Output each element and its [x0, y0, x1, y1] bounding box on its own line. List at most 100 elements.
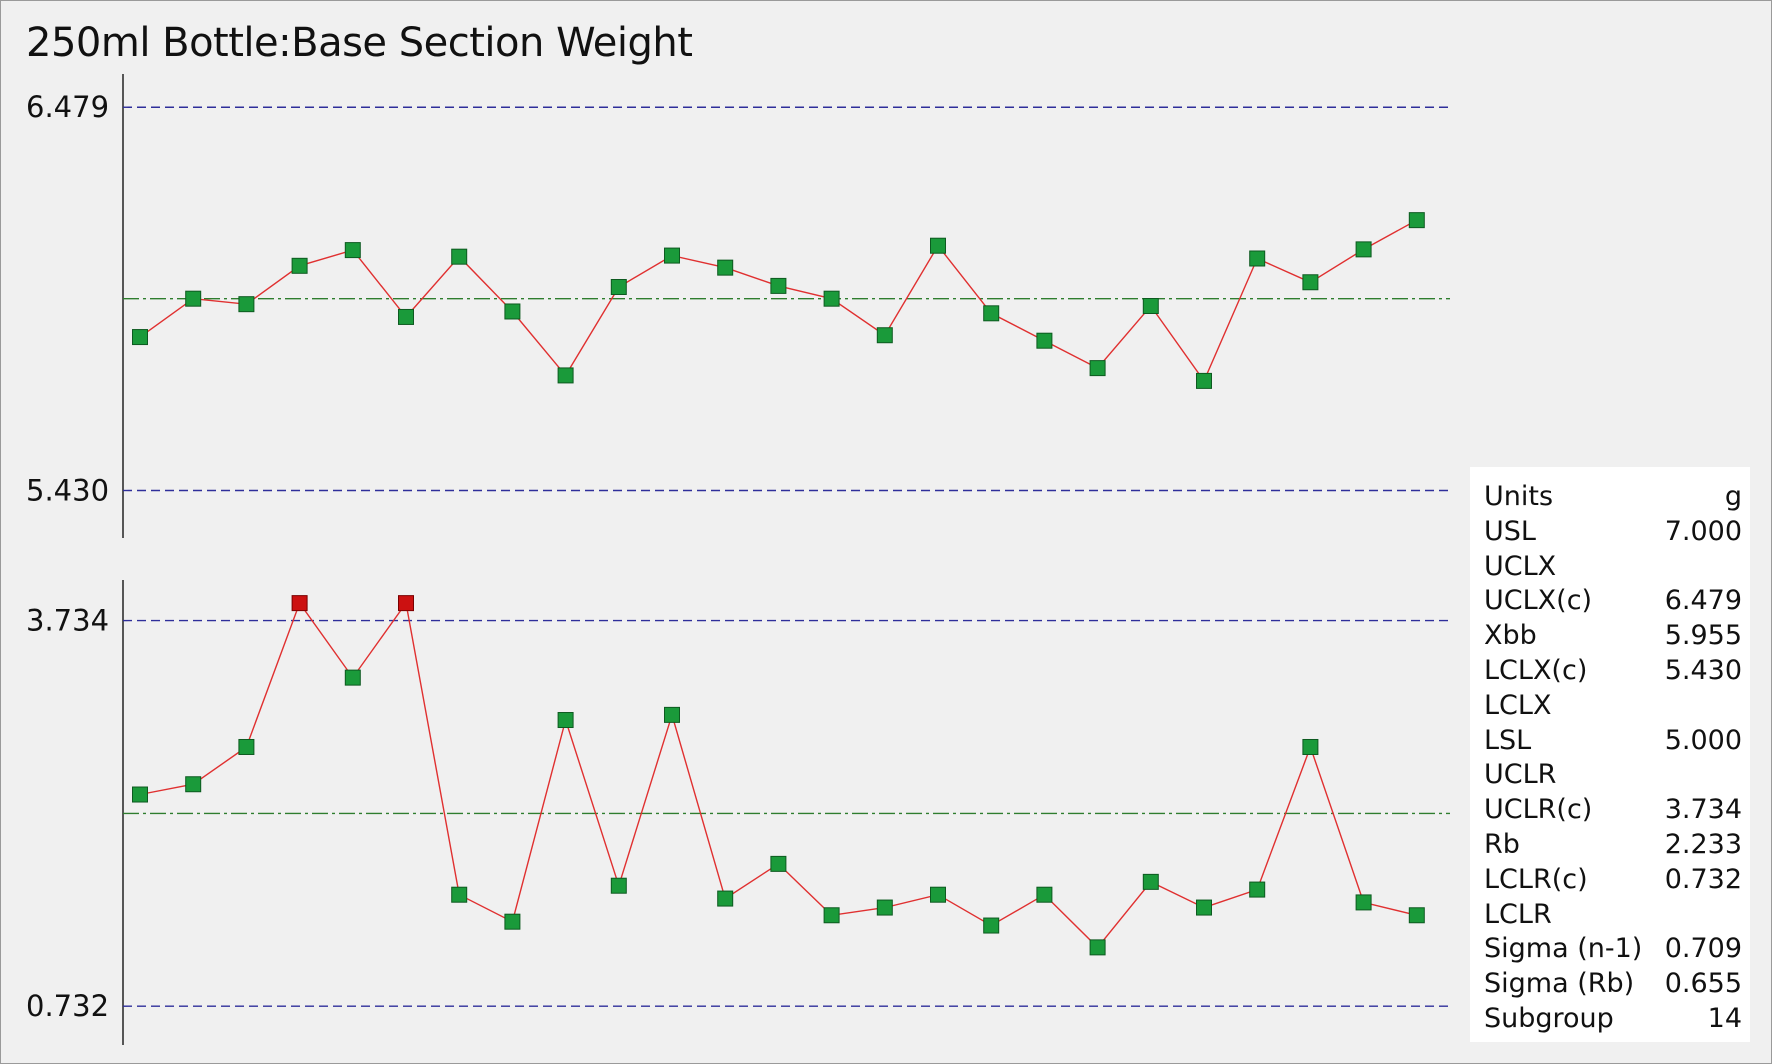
range-data-point: [1142, 873, 1159, 890]
xbar-tick-label: 5.430: [26, 474, 109, 508]
stat-value: 5.000: [1664, 724, 1742, 756]
xbar-data-point: [717, 259, 734, 276]
stat-value: 5.430: [1664, 655, 1742, 686]
stat-label: Rb: [1484, 829, 1520, 860]
stat-row: USL 7.000: [1484, 514, 1742, 549]
range-data-point: [1355, 894, 1372, 911]
stat-row: UCLR(c) 3.734: [1484, 792, 1742, 827]
stat-label: Sigma (n-1): [1484, 933, 1643, 965]
xbar-data-point: [610, 279, 627, 296]
xbar-data-point: [132, 329, 148, 346]
stat-label: Subgroup: [1484, 1003, 1614, 1034]
stat-label: UCLR: [1484, 759, 1557, 791]
range-data-point: [1408, 907, 1425, 924]
xbar-data-point: [504, 303, 521, 320]
stat-label: LSL: [1484, 724, 1532, 756]
stat-row: UCLR: [1484, 757, 1742, 792]
range-data-point: [664, 706, 680, 723]
range-data-point: [1302, 738, 1319, 755]
xbar-data-point: [398, 308, 414, 325]
xbar-data-point: [557, 367, 574, 384]
stat-label: LCLX: [1484, 689, 1552, 721]
range-data-point: [1249, 881, 1266, 898]
stat-label: LCLR: [1484, 898, 1552, 930]
xbar-data-point: [930, 237, 946, 254]
stat-row: Sigma (Rb) 0.655: [1484, 966, 1742, 1001]
stat-row: UCLX: [1484, 549, 1742, 584]
range-data-point: [717, 890, 734, 907]
range-data-point: [344, 669, 361, 686]
xbar-data-point: [1408, 212, 1425, 229]
range-data-point: [185, 776, 202, 793]
range-data-point: [770, 855, 787, 872]
range-data-point: [1089, 939, 1106, 956]
xbar-data-point: [1196, 372, 1212, 389]
xbar-data-point: [1036, 332, 1053, 349]
stat-value: 14: [1707, 1003, 1742, 1034]
stat-label: LCLX(c): [1484, 655, 1588, 686]
range-data-point: [823, 907, 840, 924]
xbar-data-point: [291, 257, 308, 274]
xbar-data-point: [664, 247, 680, 264]
xbar-data-point: [451, 248, 468, 265]
stat-value: 5.955: [1664, 620, 1742, 652]
xbar-data-point: [1089, 360, 1106, 377]
xbar-data-point: [876, 327, 893, 344]
stat-label: LCLR(c): [1484, 863, 1588, 895]
stat-value: 2.233: [1664, 829, 1742, 860]
range-data-point: [557, 712, 574, 729]
xbar-data-point: [238, 296, 255, 313]
stat-row: LSL 5.000: [1484, 723, 1742, 758]
stat-row: LCLX(c) 5.430: [1484, 653, 1742, 688]
range-data-point: [451, 886, 468, 903]
xbar-data-point: [1302, 274, 1319, 291]
stat-value: 0.709: [1664, 933, 1742, 965]
stat-row: Subgroup 14: [1484, 1001, 1742, 1036]
range-data-point: [983, 917, 1000, 934]
range-data-point: [504, 913, 521, 930]
stat-label: UCLR(c): [1484, 794, 1593, 826]
stat-label: UCLX: [1484, 550, 1557, 582]
range-data-point: [876, 899, 893, 916]
xbar-data-point: [1142, 298, 1159, 314]
stat-value: g: [1724, 481, 1742, 512]
stat-label: UCLX(c): [1484, 585, 1593, 617]
statistics-panel: Units g USL 7.000 UCLX UCLX(c) 6.479 Xbb 5.955 LC…: [1470, 467, 1750, 1042]
stat-label: Units: [1484, 481, 1554, 512]
xbar-tick-label: 6.479: [26, 90, 109, 124]
range-data-point: [1036, 886, 1053, 903]
stat-value: 0.732: [1664, 863, 1742, 895]
range-data-point: [930, 886, 946, 903]
xbar-data-point: [185, 290, 202, 307]
stat-row: Xbb 5.955: [1484, 618, 1742, 653]
stat-row: Rb 2.233: [1484, 827, 1742, 862]
xbar-series-line: [139, 219, 1418, 383]
range-series-line: [139, 601, 1417, 949]
stat-row: LCLR: [1484, 897, 1742, 932]
range-data-point: [610, 877, 627, 894]
stat-value: 3.734: [1664, 794, 1742, 826]
stat-label: Sigma (Rb): [1484, 968, 1635, 1000]
xbar-data-point: [1355, 241, 1372, 258]
range-data-point: [1196, 899, 1212, 916]
stat-row: Sigma (n-1) 0.709: [1484, 931, 1742, 966]
stat-row: LCLX: [1484, 688, 1742, 723]
range-data-point: [291, 595, 308, 612]
stat-value: 0.655: [1664, 968, 1742, 1000]
stat-row: LCLR(c) 0.732: [1484, 862, 1742, 897]
stat-label: USL: [1484, 515, 1536, 547]
stat-row: Units g: [1484, 479, 1742, 514]
stat-value: 6.479: [1664, 585, 1742, 617]
range-tick-label: 0.732: [26, 989, 109, 1023]
xbar-data-point: [823, 290, 840, 307]
xbar-data-point: [1249, 250, 1266, 267]
range-data-point: [398, 595, 414, 612]
stat-value: 7.000: [1664, 515, 1742, 547]
xbar-data-point: [770, 277, 787, 294]
xbar-data-point: [983, 305, 1000, 322]
range-tick-label: 3.734: [26, 604, 109, 638]
chart-title: 250ml Bottle:Base Section Weight: [26, 20, 693, 66]
range-data-point: [132, 786, 148, 803]
stat-row: UCLX(c) 6.479: [1484, 583, 1742, 618]
